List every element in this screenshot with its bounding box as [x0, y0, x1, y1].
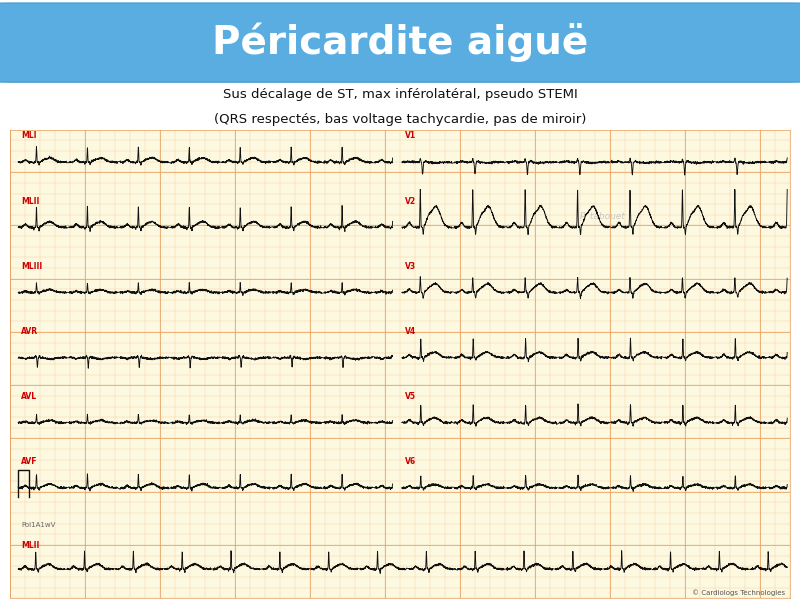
- Text: AVL: AVL: [22, 392, 38, 401]
- Text: MLII: MLII: [22, 197, 40, 206]
- Text: V3: V3: [405, 262, 416, 271]
- Text: V5: V5: [405, 392, 416, 401]
- Text: MLI: MLI: [22, 131, 37, 140]
- Text: AVF: AVF: [22, 457, 38, 466]
- Text: V1: V1: [405, 131, 416, 140]
- Text: Sus décalage de ST, max inférolatéral, pseudo STEMI: Sus décalage de ST, max inférolatéral, p…: [222, 88, 578, 101]
- Text: Péricardite aiguë: Péricardite aiguë: [212, 23, 588, 62]
- Text: © Cardiologs Technologies: © Cardiologs Technologies: [692, 589, 785, 596]
- Text: Pol1A1wV: Pol1A1wV: [22, 522, 56, 528]
- Text: P. tabouet: P. tabouet: [580, 212, 625, 221]
- Text: MLIII: MLIII: [22, 262, 42, 271]
- Text: V6: V6: [405, 457, 416, 466]
- Text: V2: V2: [405, 197, 416, 206]
- Text: V4: V4: [405, 327, 416, 336]
- FancyBboxPatch shape: [0, 3, 800, 82]
- Text: (QRS respectés, bas voltage tachycardie, pas de miroir): (QRS respectés, bas voltage tachycardie,…: [214, 113, 586, 126]
- Text: MLII: MLII: [22, 541, 40, 550]
- Text: AVR: AVR: [22, 327, 38, 336]
